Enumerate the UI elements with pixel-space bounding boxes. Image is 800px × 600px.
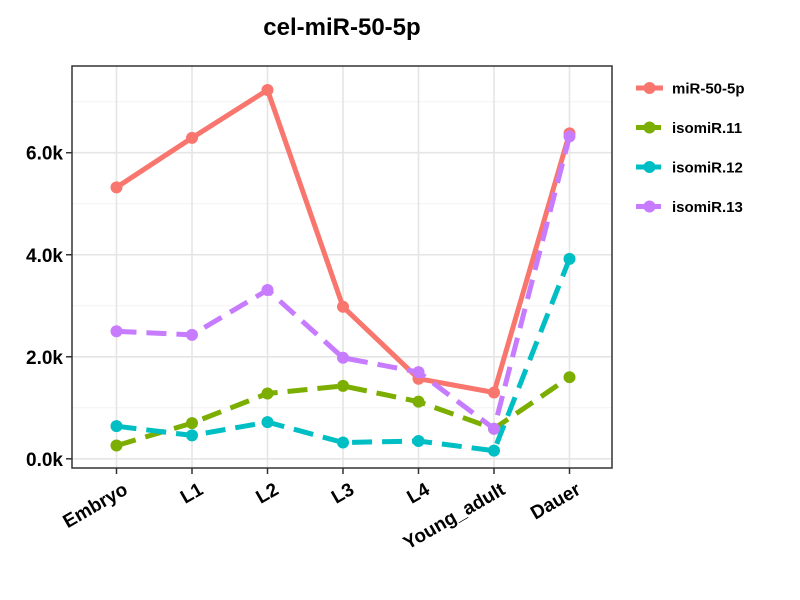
legend-item: isomiR.13 [636, 199, 743, 216]
x-tick-label: Dauer [527, 479, 585, 524]
series-isomiR.13 [110, 130, 576, 435]
series-isomiR.12 [110, 252, 576, 457]
data-point [110, 420, 123, 433]
plot-border [71, 65, 613, 469]
y-tick-label: 4.0k [26, 246, 63, 267]
data-point [186, 429, 198, 442]
legend-item: isomiR.12 [636, 160, 743, 177]
legend: miR-50-5p isomiR.11 isomiR.12 isomiR.13 [636, 81, 745, 216]
plot-panel [72, 66, 612, 468]
legend-item: miR-50-5p [636, 81, 745, 98]
data-point [110, 181, 123, 194]
x-tick-label: L3 [328, 479, 358, 508]
data-point [488, 422, 500, 435]
data-point [412, 434, 425, 447]
grid-lines [72, 66, 612, 468]
data-point [337, 379, 349, 392]
data-point [337, 300, 349, 313]
data-point [261, 387, 274, 400]
data-point [186, 417, 198, 430]
legend-key-point [643, 200, 656, 213]
data-point [337, 351, 349, 364]
data-point [488, 444, 500, 457]
legend-key-point [643, 82, 656, 94]
data-point [261, 416, 274, 429]
data-point [110, 325, 123, 338]
x-tick-label: L2 [253, 479, 283, 508]
data-point [563, 252, 576, 265]
data-point [412, 366, 425, 379]
legend-item: isomiR.11 [636, 120, 742, 137]
chart-title: cel-miR-50-5p [263, 14, 420, 41]
data-point [186, 328, 198, 341]
legend-label: isomiR.13 [672, 199, 743, 216]
legend-key-point [643, 161, 656, 173]
legend-key-point [643, 121, 656, 134]
data-point [261, 283, 274, 296]
data-point [563, 371, 576, 384]
data-point [488, 386, 500, 399]
x-tick-label: Embryo [60, 479, 132, 533]
data-point [261, 83, 274, 96]
data-point [412, 395, 425, 408]
y-axis: 0.0k 2.0k 4.0k 6.0k [26, 144, 72, 471]
y-tick-label: 0.0k [26, 450, 63, 471]
x-tick-label: L4 [404, 479, 434, 508]
series-layer [110, 83, 576, 457]
x-tick-label: L1 [177, 479, 207, 508]
data-point [186, 131, 198, 144]
data-point [563, 130, 576, 143]
y-tick-label: 6.0k [26, 144, 63, 165]
legend-label: isomiR.11 [672, 120, 742, 137]
y-tick-label: 2.0k [26, 348, 63, 369]
legend-label: miR-50-5p [672, 81, 745, 98]
data-point [110, 439, 123, 452]
legend-label: isomiR.12 [672, 160, 743, 177]
data-point [337, 436, 349, 449]
